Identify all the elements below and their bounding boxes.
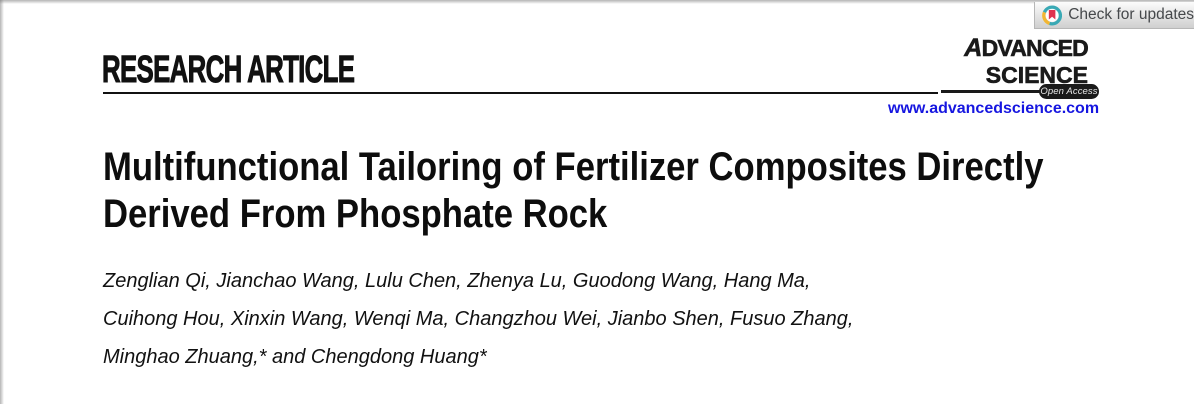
svg-text:ADVANCED: ADVANCED [963,34,1088,62]
svg-text:SCIENCE: SCIENCE [986,62,1088,88]
